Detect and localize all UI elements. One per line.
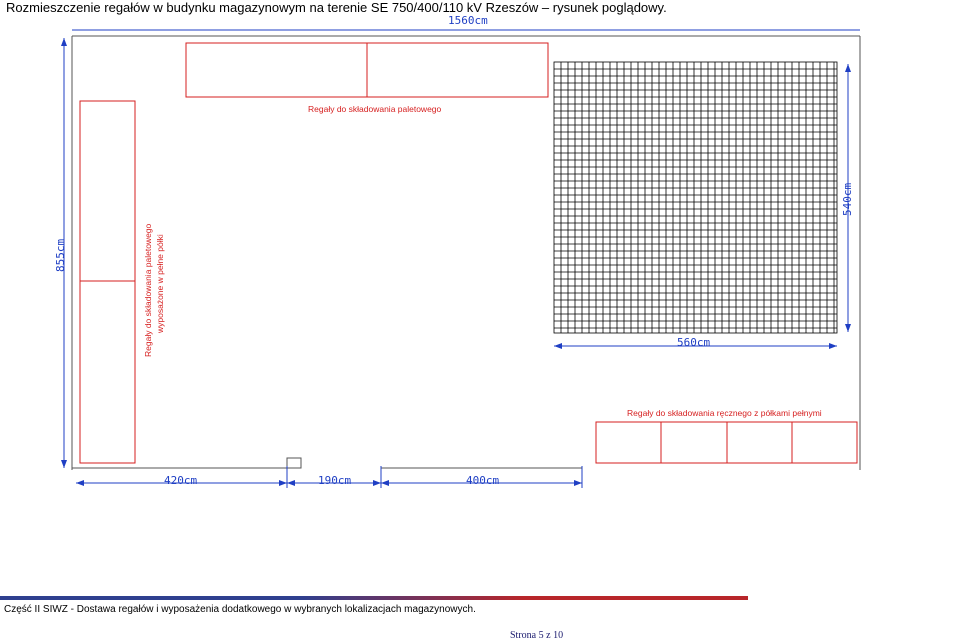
pallet-racks-top — [185, 42, 549, 98]
dim-label-420: 420cm — [164, 474, 197, 487]
dimension-left-height: 855cm — [54, 38, 67, 468]
label-pallet-racks-shelves-line1: Regały do składowania paletowego — [143, 223, 153, 357]
label-pallet-racks-shelves-line2: wyposażone w pełne półki — [155, 234, 165, 334]
label-manual-racks: Regały do składowania ręcznego z półkami… — [627, 408, 822, 418]
warehouse-floor-plan: 1560cm 855cm Regały do składowania palet… — [54, 14, 861, 488]
footer-divider — [0, 596, 748, 600]
dim-label-190: 190cm — [318, 474, 351, 487]
page-number: Strona 5 z 10 — [510, 630, 564, 641]
dim-label-1560: 1560cm — [448, 14, 488, 27]
dimension-bottom — [76, 466, 583, 488]
storage-grid — [553, 61, 838, 334]
label-pallet-racks: Regały do składowania paletowego — [308, 104, 442, 114]
dimension-grid-height: 540cm — [841, 64, 854, 332]
dimension-grid-width: 560cm — [554, 336, 837, 349]
dim-label-560: 560cm — [677, 336, 710, 349]
manual-racks — [595, 421, 858, 464]
grid-frame — [553, 61, 838, 334]
footer-text: Część II SIWZ - Dostawa regałów i wyposa… — [4, 604, 476, 615]
dim-label-855: 855cm — [54, 239, 67, 272]
dim-label-540: 540cm — [841, 183, 854, 216]
building-walls — [71, 35, 861, 470]
pallet-racks-left — [79, 100, 136, 464]
dimension-top-width: 1560cm — [72, 14, 860, 31]
document-title: Rozmieszczenie regałów w budynku magazyn… — [6, 0, 667, 15]
dim-label-400: 400cm — [466, 474, 499, 487]
